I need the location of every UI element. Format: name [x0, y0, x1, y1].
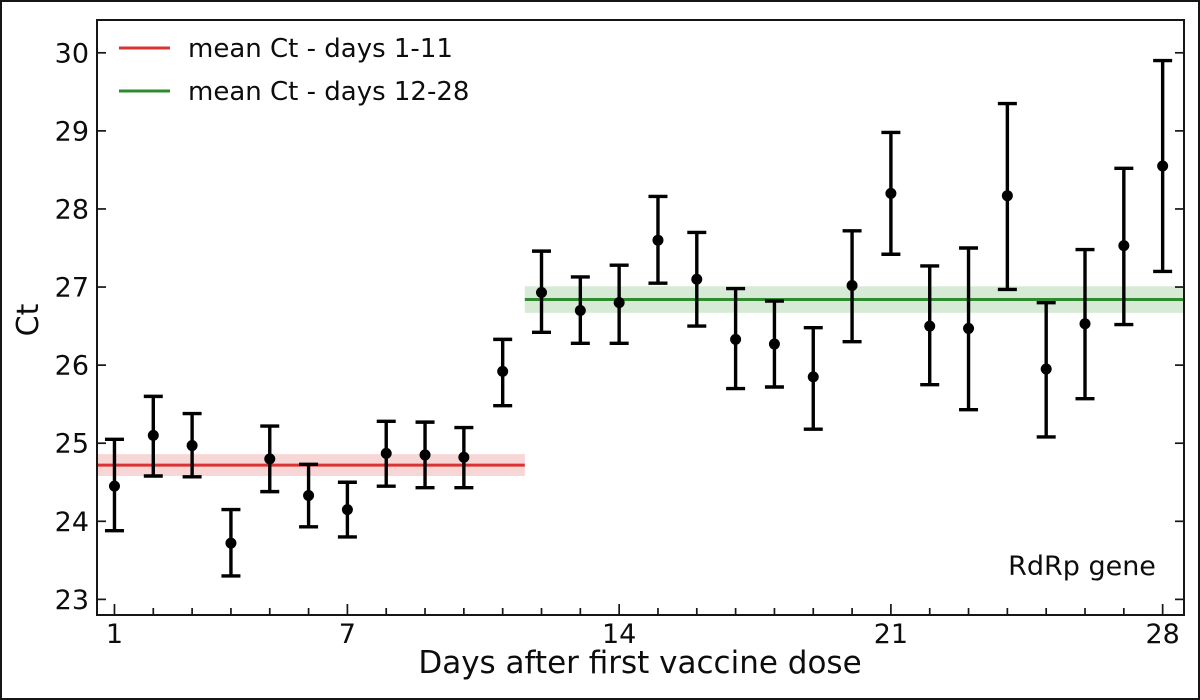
- y-tick-label: 28: [55, 194, 89, 225]
- x-tick-label: 14: [602, 619, 636, 650]
- legend-entry-days-1-11: mean Ct - days 1-11: [119, 34, 453, 64]
- errorbar-day-17: [726, 286, 746, 391]
- errorbar-day-18: [764, 299, 784, 389]
- data-point-day-2: [147, 429, 159, 441]
- data-point-day-27: [1118, 240, 1130, 252]
- errorbar-day-8: [376, 419, 396, 488]
- y-tick-label: 29: [55, 116, 89, 147]
- errorbar-day-19: [803, 325, 823, 431]
- data-point-day-1: [108, 480, 120, 492]
- data-point-day-6: [303, 490, 315, 502]
- errorbar-day-25: [1036, 300, 1056, 439]
- errorbar-day-16: [687, 230, 707, 328]
- errorbar-day-2: [143, 394, 163, 478]
- legend-label: mean Ct - days 12-28: [188, 77, 469, 107]
- data-point-day-21: [885, 187, 897, 199]
- axes-layer: 1 7 14 21 28 23 24 25 26 27 28 29 30: [55, 19, 1185, 650]
- y-tick-label: 26: [55, 351, 89, 382]
- data-point-day-24: [1001, 190, 1013, 202]
- errorbar-day-27: [1114, 166, 1134, 327]
- plot-border: [96, 19, 1185, 616]
- data-point-day-23: [963, 322, 975, 334]
- data-point-day-18: [768, 338, 780, 350]
- mean-bands-layer: [97, 286, 1184, 477]
- errorbar-day-23: [959, 246, 979, 412]
- x-tick-label: 28: [1145, 619, 1179, 650]
- data-point-day-3: [186, 440, 198, 452]
- errorbars-layer: [104, 58, 1173, 578]
- y-tick-label: 25: [55, 429, 89, 460]
- data-point-day-5: [264, 453, 276, 465]
- errorbar-day-4: [221, 507, 241, 578]
- data-point-day-12: [536, 287, 548, 299]
- y-tick-label: 24: [55, 507, 89, 538]
- x-axis-title: Days after first vaccine dose: [418, 645, 861, 681]
- errorbar-day-14: [609, 263, 629, 345]
- errorbar-day-3: [182, 411, 202, 479]
- legend-label: mean Ct - days 1-11: [188, 34, 453, 64]
- data-point-day-25: [1040, 363, 1052, 375]
- data-point-day-19: [807, 371, 819, 383]
- errorbar-day-5: [260, 424, 280, 494]
- data-point-day-20: [846, 279, 858, 291]
- data-point-day-22: [924, 320, 936, 332]
- errorbar-day-28: [1153, 58, 1173, 274]
- errorbar-day-10: [454, 425, 474, 490]
- data-point-day-17: [730, 333, 742, 345]
- data-point-day-11: [497, 365, 509, 377]
- errorbar-day-1: [104, 437, 124, 533]
- errorbar-day-13: [570, 275, 590, 345]
- y-axis-title: Ct: [11, 303, 46, 336]
- data-point-day-4: [225, 537, 237, 549]
- data-point-day-13: [574, 304, 586, 316]
- data-point-day-7: [341, 504, 353, 516]
- legend: mean Ct - days 1-11 mean Ct - days 12-28: [119, 34, 469, 107]
- x-tick-label: 7: [339, 619, 356, 650]
- gene-annotation: RdRp gene: [1008, 551, 1156, 582]
- errorbar-day-6: [299, 462, 319, 529]
- legend-entry-days-12-28: mean Ct - days 12-28: [119, 77, 469, 107]
- errorbar-day-24: [997, 101, 1017, 292]
- errorbar-day-15: [648, 194, 668, 285]
- y-tick-label: 23: [55, 585, 89, 616]
- x-tick-label: 21: [874, 619, 908, 650]
- errorbar-day-22: [920, 264, 940, 387]
- y-tick-label: 27: [55, 273, 89, 304]
- x-tick-label: 1: [106, 619, 123, 650]
- errorbar-day-21: [881, 130, 901, 256]
- mean-lines-layer: [97, 298, 1184, 467]
- errorbar-day-7: [337, 480, 357, 539]
- data-point-day-15: [652, 234, 664, 246]
- errorbar-day-20: [842, 229, 862, 344]
- errorbar-day-26: [1075, 247, 1095, 401]
- y-tick-label: 30: [55, 38, 89, 69]
- data-point-day-8: [380, 447, 392, 459]
- data-point-day-10: [458, 451, 470, 463]
- data-point-day-9: [419, 449, 431, 461]
- errorbar-day-11: [493, 337, 513, 408]
- data-point-day-14: [613, 297, 625, 309]
- data-point-day-28: [1157, 160, 1169, 172]
- errorbar-day-12: [532, 249, 552, 335]
- errorbar-day-9: [415, 420, 435, 490]
- data-point-day-16: [691, 273, 703, 285]
- data-point-day-26: [1079, 318, 1091, 330]
